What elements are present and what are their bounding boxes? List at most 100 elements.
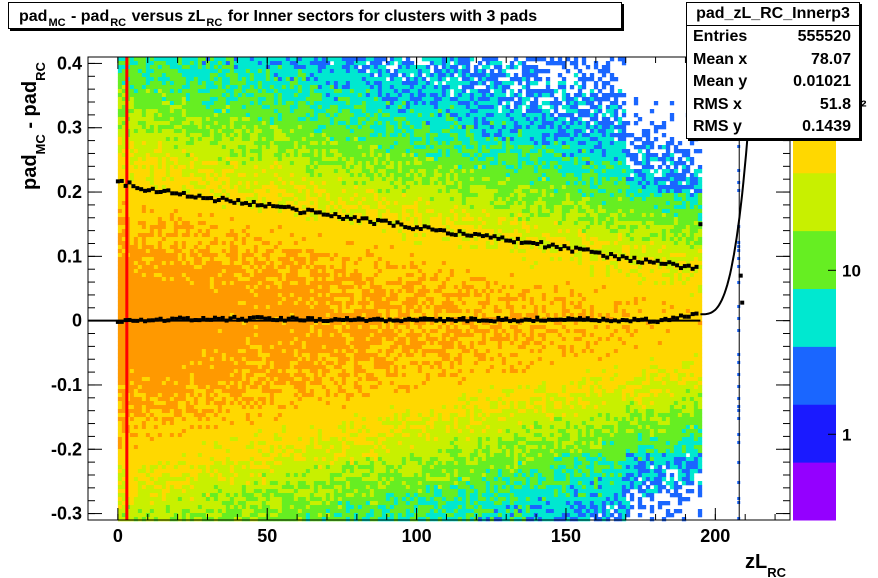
heatmap-cell <box>213 65 219 70</box>
heatmap-cell <box>229 161 235 166</box>
heatmap-cell <box>241 389 247 394</box>
heatmap-cell <box>153 457 159 462</box>
heatmap-cell <box>257 77 263 82</box>
heatmap-cell <box>281 361 287 366</box>
heatmap-cell <box>157 449 163 454</box>
heatmap-cell <box>237 201 243 206</box>
heatmap-cell <box>273 429 279 434</box>
heatmap-cell <box>221 73 227 78</box>
heatmap-cell <box>133 249 139 254</box>
heatmap-cell <box>185 69 191 74</box>
heatmap-cell <box>153 261 159 266</box>
heatmap-cell <box>245 189 251 194</box>
heatmap-cell <box>277 57 283 62</box>
heatmap-cell <box>137 373 143 378</box>
heatmap-cell <box>269 57 275 62</box>
heatmap-cell <box>237 497 243 502</box>
heatmap-cell <box>205 505 211 510</box>
heatmap-cell <box>197 329 203 334</box>
heatmap-cell <box>265 141 271 146</box>
heatmap-cell <box>237 277 243 282</box>
heatmap-cell <box>145 173 151 178</box>
heatmap-cell <box>117 149 123 154</box>
heatmap-cell <box>205 389 211 394</box>
heatmap-cell <box>237 233 243 238</box>
heatmap-cell <box>237 421 243 426</box>
heatmap-cell <box>161 325 167 330</box>
heatmap-cell <box>281 285 287 290</box>
heatmap-cell <box>221 289 227 294</box>
heatmap-cell <box>153 221 159 226</box>
heatmap-cell <box>197 393 203 398</box>
heatmap-cell <box>145 73 151 78</box>
heatmap-cell <box>141 293 147 298</box>
heatmap-cell <box>261 469 267 474</box>
heatmap-cell <box>121 377 127 382</box>
heatmap-cell <box>117 225 123 230</box>
heatmap-cell <box>221 269 227 274</box>
heatmap-cell <box>133 397 139 402</box>
heatmap-cell <box>269 369 275 374</box>
heatmap-cell <box>121 413 127 418</box>
heatmap-cell <box>229 165 235 170</box>
heatmap-cell <box>189 489 195 494</box>
heatmap-cell <box>225 449 231 454</box>
heatmap-cell <box>141 341 147 346</box>
heatmap-cell <box>233 429 239 434</box>
heatmap-cell <box>189 177 195 182</box>
heatmap-cell <box>177 437 183 442</box>
heatmap-cell <box>253 73 259 78</box>
heatmap-cell <box>133 253 139 258</box>
heatmap-cell <box>145 305 151 310</box>
heatmap-cell <box>269 105 275 110</box>
heatmap-cell <box>237 397 243 402</box>
heatmap-cell <box>225 349 231 354</box>
heatmap-cell <box>137 309 143 314</box>
heatmap-cell <box>137 245 143 250</box>
heatmap-cell <box>161 493 167 498</box>
heatmap-cell <box>173 297 179 302</box>
heatmap-cell <box>137 121 143 126</box>
heatmap-cell <box>237 313 243 318</box>
heatmap-cell <box>185 237 191 242</box>
heatmap-cell <box>149 381 155 386</box>
heatmap-cell <box>149 249 155 254</box>
heatmap-cell <box>229 57 235 62</box>
heatmap-cell <box>265 129 271 134</box>
heatmap-cell <box>217 265 223 270</box>
heatmap-cell <box>193 245 199 250</box>
heatmap-cell <box>205 249 211 254</box>
heatmap-cell <box>177 333 183 338</box>
heatmap-cell <box>225 377 231 382</box>
heatmap-cell <box>165 257 171 262</box>
heatmap-cell <box>129 85 135 90</box>
heatmap-cell <box>209 497 215 502</box>
heatmap-cell <box>133 181 139 186</box>
heatmap-cell <box>185 309 191 314</box>
heatmap-cell <box>157 85 163 90</box>
heatmap-cell <box>241 513 247 518</box>
heatmap-cell <box>189 137 195 142</box>
heatmap-cell <box>129 421 135 426</box>
heatmap-cell <box>233 237 239 242</box>
heatmap-cell <box>241 325 247 330</box>
heatmap-cell <box>273 85 279 90</box>
heatmap-cell <box>265 457 271 462</box>
heatmap-cell <box>233 269 239 274</box>
heatmap-cell <box>173 313 179 318</box>
heatmap-cell <box>257 157 263 162</box>
heatmap-cell <box>221 413 227 418</box>
heatmap-cell <box>145 257 151 262</box>
heatmap-cell <box>161 133 167 138</box>
heatmap-cell <box>189 461 195 466</box>
heatmap-cell <box>269 265 275 270</box>
heatmap-cell <box>141 89 147 94</box>
heatmap-cell <box>185 321 191 326</box>
heatmap-cell <box>161 457 167 462</box>
heatmap-cell <box>121 189 127 194</box>
heatmap-cell <box>201 333 207 338</box>
heatmap-cell <box>129 141 135 146</box>
heatmap-cell <box>225 513 231 518</box>
heatmap-cell <box>273 257 279 262</box>
heatmap-cell <box>225 445 231 450</box>
